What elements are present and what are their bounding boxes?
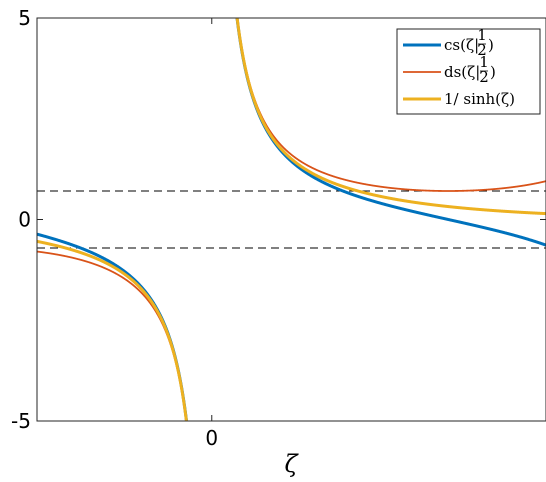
legend: cs(ζ| 1 2 ) ds(ζ| 1 2 ) 1/ sinh(ζ) <box>396 26 541 115</box>
axis-ticks: 0 -5 0 5 <box>11 6 546 450</box>
legend-frac-den-ds: 2 <box>479 68 489 86</box>
y-tick-label: 5 <box>18 6 31 30</box>
legend-frac-num-cs: 1 <box>477 26 487 44</box>
legend-label-cs: cs(ζ| <box>444 36 479 54</box>
legend-frac-num-ds: 1 <box>479 53 489 71</box>
legend-frac-den-cs: 2 <box>477 41 487 59</box>
legend-close-cs: ) <box>488 36 494 54</box>
y-tick-label: -5 <box>11 409 31 433</box>
x-axis-label: ζ <box>284 450 299 478</box>
legend-close-ds: ) <box>490 63 496 81</box>
series-layer <box>37 18 546 421</box>
legend-label-sinh: 1/ sinh(ζ) <box>444 90 515 108</box>
reference-lines <box>37 190 546 249</box>
legend-label-ds: ds(ζ| <box>444 63 480 81</box>
x-tick-label: 0 <box>205 426 218 450</box>
series-line-sinh <box>37 18 546 421</box>
y-tick-label: 0 <box>18 208 31 232</box>
